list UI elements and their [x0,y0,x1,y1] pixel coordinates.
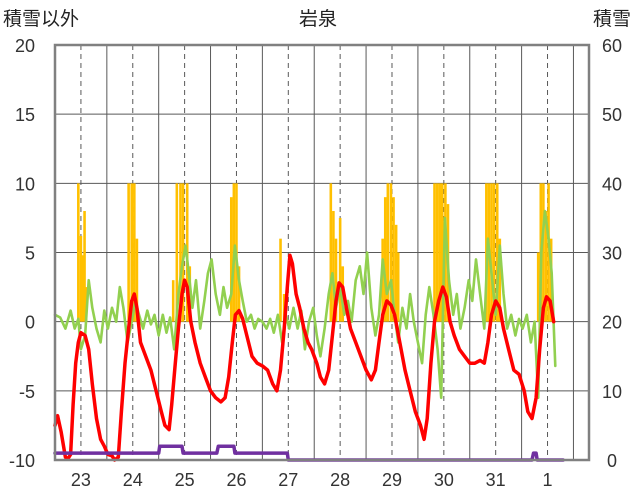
right-tick-label: 0 [607,451,617,471]
precip-bar [536,252,540,322]
precip-bar [438,183,441,322]
left-tick-label: -5 [19,382,35,402]
precip-bar [383,197,387,322]
precip-bar [492,183,496,322]
x-day-label: 30 [434,470,454,490]
precip-bar [237,266,241,322]
precip-bar [79,235,83,322]
left-tick-label: 5 [25,244,35,264]
precip-bar [77,183,80,322]
left-tick-label: -10 [9,451,35,471]
precip-bar [175,183,179,322]
snow-depth-line [53,444,565,462]
right-axis-title: 積雪 [593,8,631,30]
precip-bar [386,183,390,322]
precip-bar [433,183,436,322]
precip-bar [81,255,84,322]
x-day-label: 28 [330,470,350,490]
x-day-label: 1 [543,470,553,490]
precip-bar [332,211,335,322]
x-day-label: 26 [226,470,246,490]
precip-bar [381,238,384,322]
right-tick-label: 40 [602,174,622,194]
x-day-label: 29 [382,470,402,490]
temperature-line [53,253,556,462]
precip-bar [279,238,282,322]
precip-bar [495,183,499,322]
right-tick-label: 30 [602,244,622,264]
x-day-label: 25 [175,470,195,490]
precip-bar [435,183,439,322]
precip-bar [179,183,182,322]
precip-bar [389,183,393,322]
precip-bar [440,183,444,322]
precip-bar [127,183,130,322]
left-tick-label: 15 [15,105,35,125]
precip-bar [171,280,175,322]
right-tick-label: 20 [602,313,622,333]
precip-bar [181,183,185,322]
precip-bar [130,183,134,322]
precip-bar [544,211,548,322]
plot-frame [53,43,591,462]
precip-bar [329,183,333,322]
left-axis-title: 積雪以外 [3,8,79,30]
precip-bar [396,252,400,322]
x-day-label: 24 [123,470,143,490]
precip-bar [135,238,139,322]
series-lines [53,209,565,462]
left-tick-label: 20 [15,36,35,56]
precip-bar [133,183,136,322]
precip-bar [498,238,502,322]
x-day-label: 31 [486,470,506,490]
precip-bar [394,224,398,322]
precip-bar [334,238,338,322]
right-tick-label: 60 [602,36,622,56]
precip-bar [490,183,493,322]
precip-bar [392,197,395,322]
precip-bar [542,183,545,322]
right-tick-label: 10 [602,382,622,402]
left-tick-label: 10 [15,174,35,194]
precip-bar [229,197,233,322]
chart-title: 岩泉 [299,8,337,30]
x-day-label: 23 [71,470,91,490]
precip-bar [83,211,86,322]
left-tick-label: 0 [25,313,35,333]
right-tick-label: 50 [602,105,622,125]
x-day-label: 27 [278,470,298,490]
precip-bar [338,217,342,322]
